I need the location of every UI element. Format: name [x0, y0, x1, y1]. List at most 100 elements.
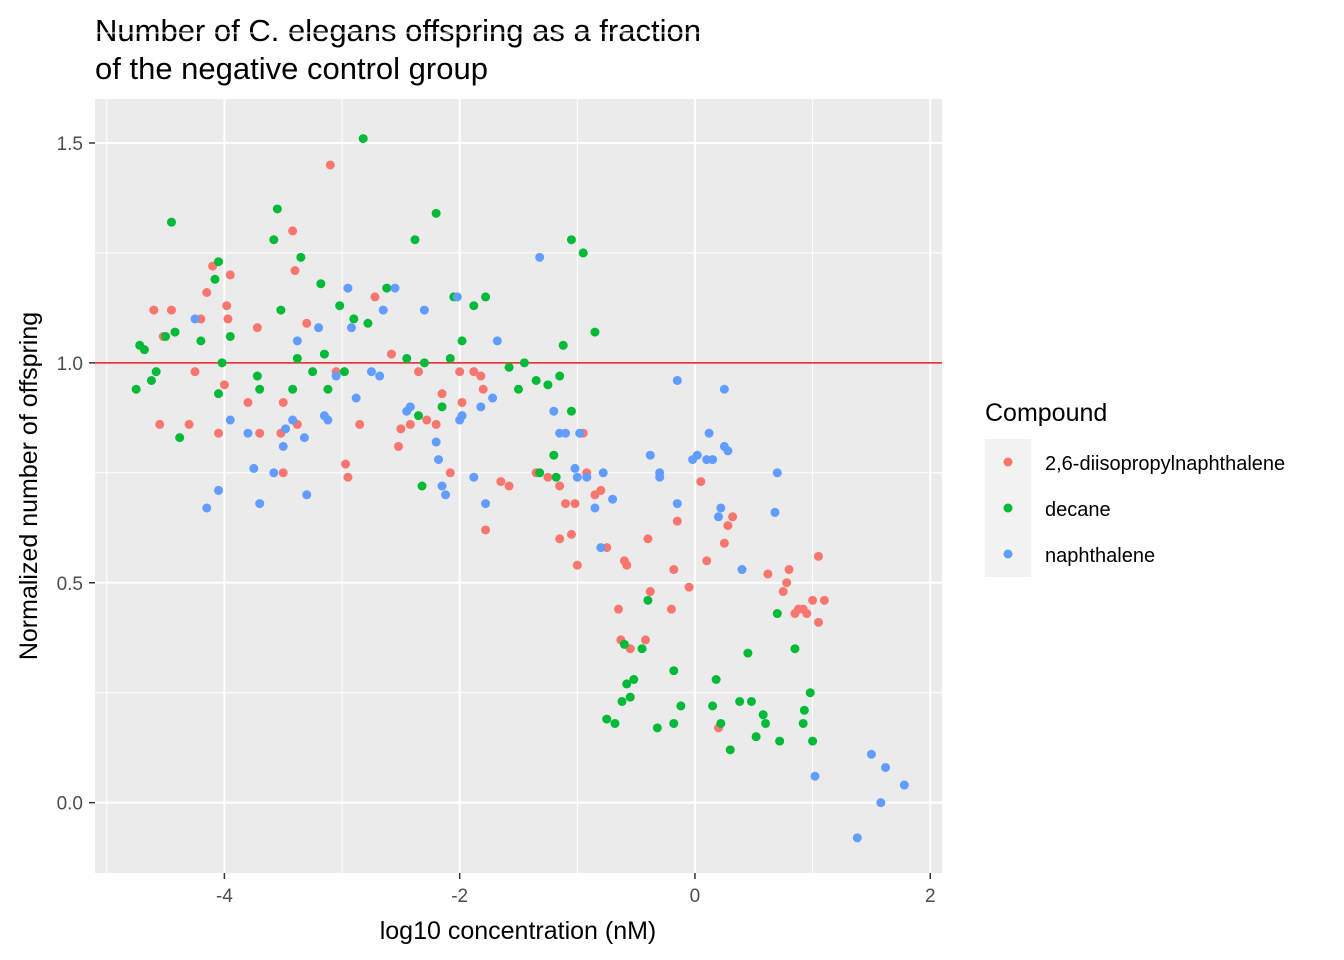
point-naphthalene — [225, 415, 235, 425]
point-naphthalene — [378, 305, 388, 315]
point-2-6-diisopropylnaphthalene — [666, 604, 676, 614]
point-2-6-diisopropylnaphthalene — [819, 595, 829, 605]
point-naphthalene — [302, 490, 312, 500]
point-decane — [725, 745, 735, 755]
point-2-6-diisopropylnaphthalene — [723, 521, 733, 531]
point-decane — [437, 402, 447, 412]
point-decane — [805, 688, 815, 698]
point-naphthalene — [476, 402, 486, 412]
point-2-6-diisopropylnaphthalene — [243, 397, 253, 407]
point-2-6-diisopropylnaphthalene — [405, 419, 415, 429]
legend-label-naphthalene: naphthalene — [1045, 545, 1155, 567]
point-decane — [210, 274, 220, 284]
point-2-6-diisopropylnaphthalene — [596, 485, 606, 495]
point-decane — [758, 710, 768, 720]
point-naphthalene — [190, 314, 200, 324]
legend-key-diisopropylnaphthalene — [1003, 457, 1013, 467]
point-decane — [151, 367, 161, 377]
point-2-6-diisopropylnaphthalene — [728, 512, 738, 522]
point-decane — [214, 389, 224, 399]
point-decane — [543, 380, 553, 390]
point-2-6-diisopropylnaphthalene — [223, 314, 233, 324]
point-decane — [419, 358, 429, 368]
point-2-6-diisopropylnaphthalene — [555, 534, 565, 544]
point-2-6-diisopropylnaphthalene — [719, 538, 729, 548]
point-decane — [711, 675, 721, 684]
point-2-6-diisopropylnaphthalene — [782, 578, 792, 588]
point-naphthalene — [770, 507, 780, 517]
point-decane — [363, 318, 373, 328]
point-2-6-diisopropylnaphthalene — [778, 587, 788, 597]
point-decane — [790, 644, 800, 654]
chart-title-line-2: of the negative control group — [95, 51, 488, 86]
point-2-6-diisopropylnaphthalene — [214, 428, 224, 438]
y-axis-label: Normalized number of offspring — [15, 312, 43, 660]
y-axis-ticks: 0.0 0.5 1.0 1.5 — [57, 134, 95, 815]
point-naphthalene — [331, 371, 341, 381]
point-naphthalene — [655, 472, 665, 482]
point-2-6-diisopropylnaphthalene — [813, 617, 823, 627]
point-decane — [519, 358, 529, 368]
x-tick-label: -2 — [451, 886, 468, 907]
point-2-6-diisopropylnaphthalene — [343, 472, 353, 482]
point-2-6-diisopropylnaphthalene — [278, 397, 288, 407]
point-2-6-diisopropylnaphthalene — [561, 499, 571, 509]
point-decane — [296, 252, 306, 262]
point-naphthalene — [469, 472, 479, 482]
point-2-6-diisopropylnaphthalene — [414, 367, 424, 377]
point-2-6-diisopropylnaphthalene — [288, 226, 298, 236]
point-2-6-diisopropylnaphthalene — [613, 604, 623, 614]
point-2-6-diisopropylnaphthalene — [219, 380, 229, 390]
point-decane — [431, 208, 441, 218]
point-naphthalene — [716, 503, 726, 513]
point-naphthalene — [713, 512, 723, 522]
point-naphthalene — [375, 371, 385, 381]
point-naphthalene — [292, 336, 302, 346]
point-decane — [335, 301, 345, 311]
point-2-6-diisopropylnaphthalene — [566, 529, 576, 539]
point-decane — [319, 349, 329, 359]
point-decane — [775, 736, 785, 746]
point-2-6-diisopropylnaphthalene — [278, 468, 288, 478]
point-2-6-diisopropylnaphthalene — [431, 419, 441, 429]
point-decane — [617, 696, 627, 706]
point-2-6-diisopropylnaphthalene — [166, 305, 176, 315]
point-naphthalene — [488, 393, 498, 403]
point-decane — [288, 384, 298, 394]
point-2-6-diisopropylnaphthalene — [702, 556, 712, 566]
point-decane — [272, 204, 282, 214]
point-2-6-diisopropylnaphthalene — [225, 270, 235, 280]
point-naphthalene — [899, 780, 909, 790]
point-naphthalene — [269, 468, 279, 478]
point-decane — [196, 336, 206, 346]
minor-gridlines — [95, 32, 942, 914]
point-2-6-diisopropylnaphthalene — [496, 477, 506, 487]
x-tick-label: 2 — [925, 886, 936, 907]
point-naphthalene — [431, 437, 441, 447]
point-decane — [735, 696, 745, 706]
point-naphthalene — [441, 490, 451, 500]
point-decane — [669, 718, 679, 728]
point-decane — [619, 639, 629, 649]
point-decane — [139, 345, 149, 355]
point-naphthalene — [590, 503, 600, 513]
point-2-6-diisopropylnaphthalene — [149, 305, 159, 315]
point-decane — [339, 367, 349, 377]
point-decane — [316, 279, 326, 289]
point-decane — [535, 468, 545, 478]
point-naphthalene — [249, 463, 259, 473]
point-decane — [625, 692, 635, 702]
point-naphthalene — [366, 367, 376, 377]
point-naphthalene — [419, 305, 429, 315]
point-naphthalene — [852, 833, 862, 843]
point-naphthalene — [434, 455, 444, 465]
point-2-6-diisopropylnaphthalene — [808, 595, 818, 605]
point-2-6-diisopropylnaphthalene — [155, 419, 165, 429]
y-tick-label: 1.5 — [57, 134, 83, 155]
point-2-6-diisopropylnaphthalene — [184, 419, 194, 429]
point-naphthalene — [314, 323, 324, 333]
point-decane — [445, 353, 455, 363]
point-naphthalene — [243, 428, 253, 438]
point-decane — [349, 314, 359, 324]
